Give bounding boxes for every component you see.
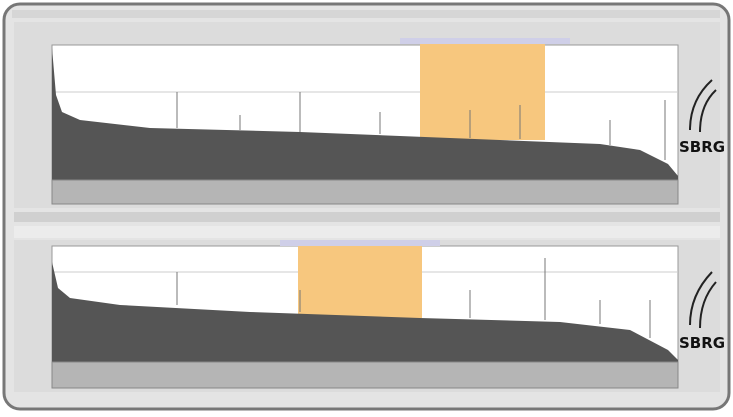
logo: SBRG bbox=[679, 334, 725, 352]
spectrum-spikes bbox=[176, 92, 666, 160]
panel-2: SBRG bbox=[14, 212, 725, 392]
selection-highlight bbox=[298, 246, 422, 318]
spectrum bbox=[52, 262, 678, 362]
panel-1: SBRG bbox=[14, 22, 725, 208]
spectrum bbox=[52, 48, 678, 180]
panel-title-bar bbox=[14, 212, 720, 222]
selection-bar bbox=[280, 240, 440, 246]
title-bar bbox=[12, 10, 720, 18]
logo-arcs bbox=[689, 79, 717, 133]
selection-bar bbox=[400, 38, 570, 44]
selection-highlight bbox=[420, 38, 545, 140]
spectrum-spikes bbox=[176, 258, 651, 338]
axis-bar bbox=[51, 361, 679, 389]
toolbar bbox=[14, 226, 720, 238]
logo-arcs bbox=[689, 271, 717, 329]
axis-bar bbox=[51, 179, 679, 205]
logo: SBRG bbox=[679, 138, 725, 156]
